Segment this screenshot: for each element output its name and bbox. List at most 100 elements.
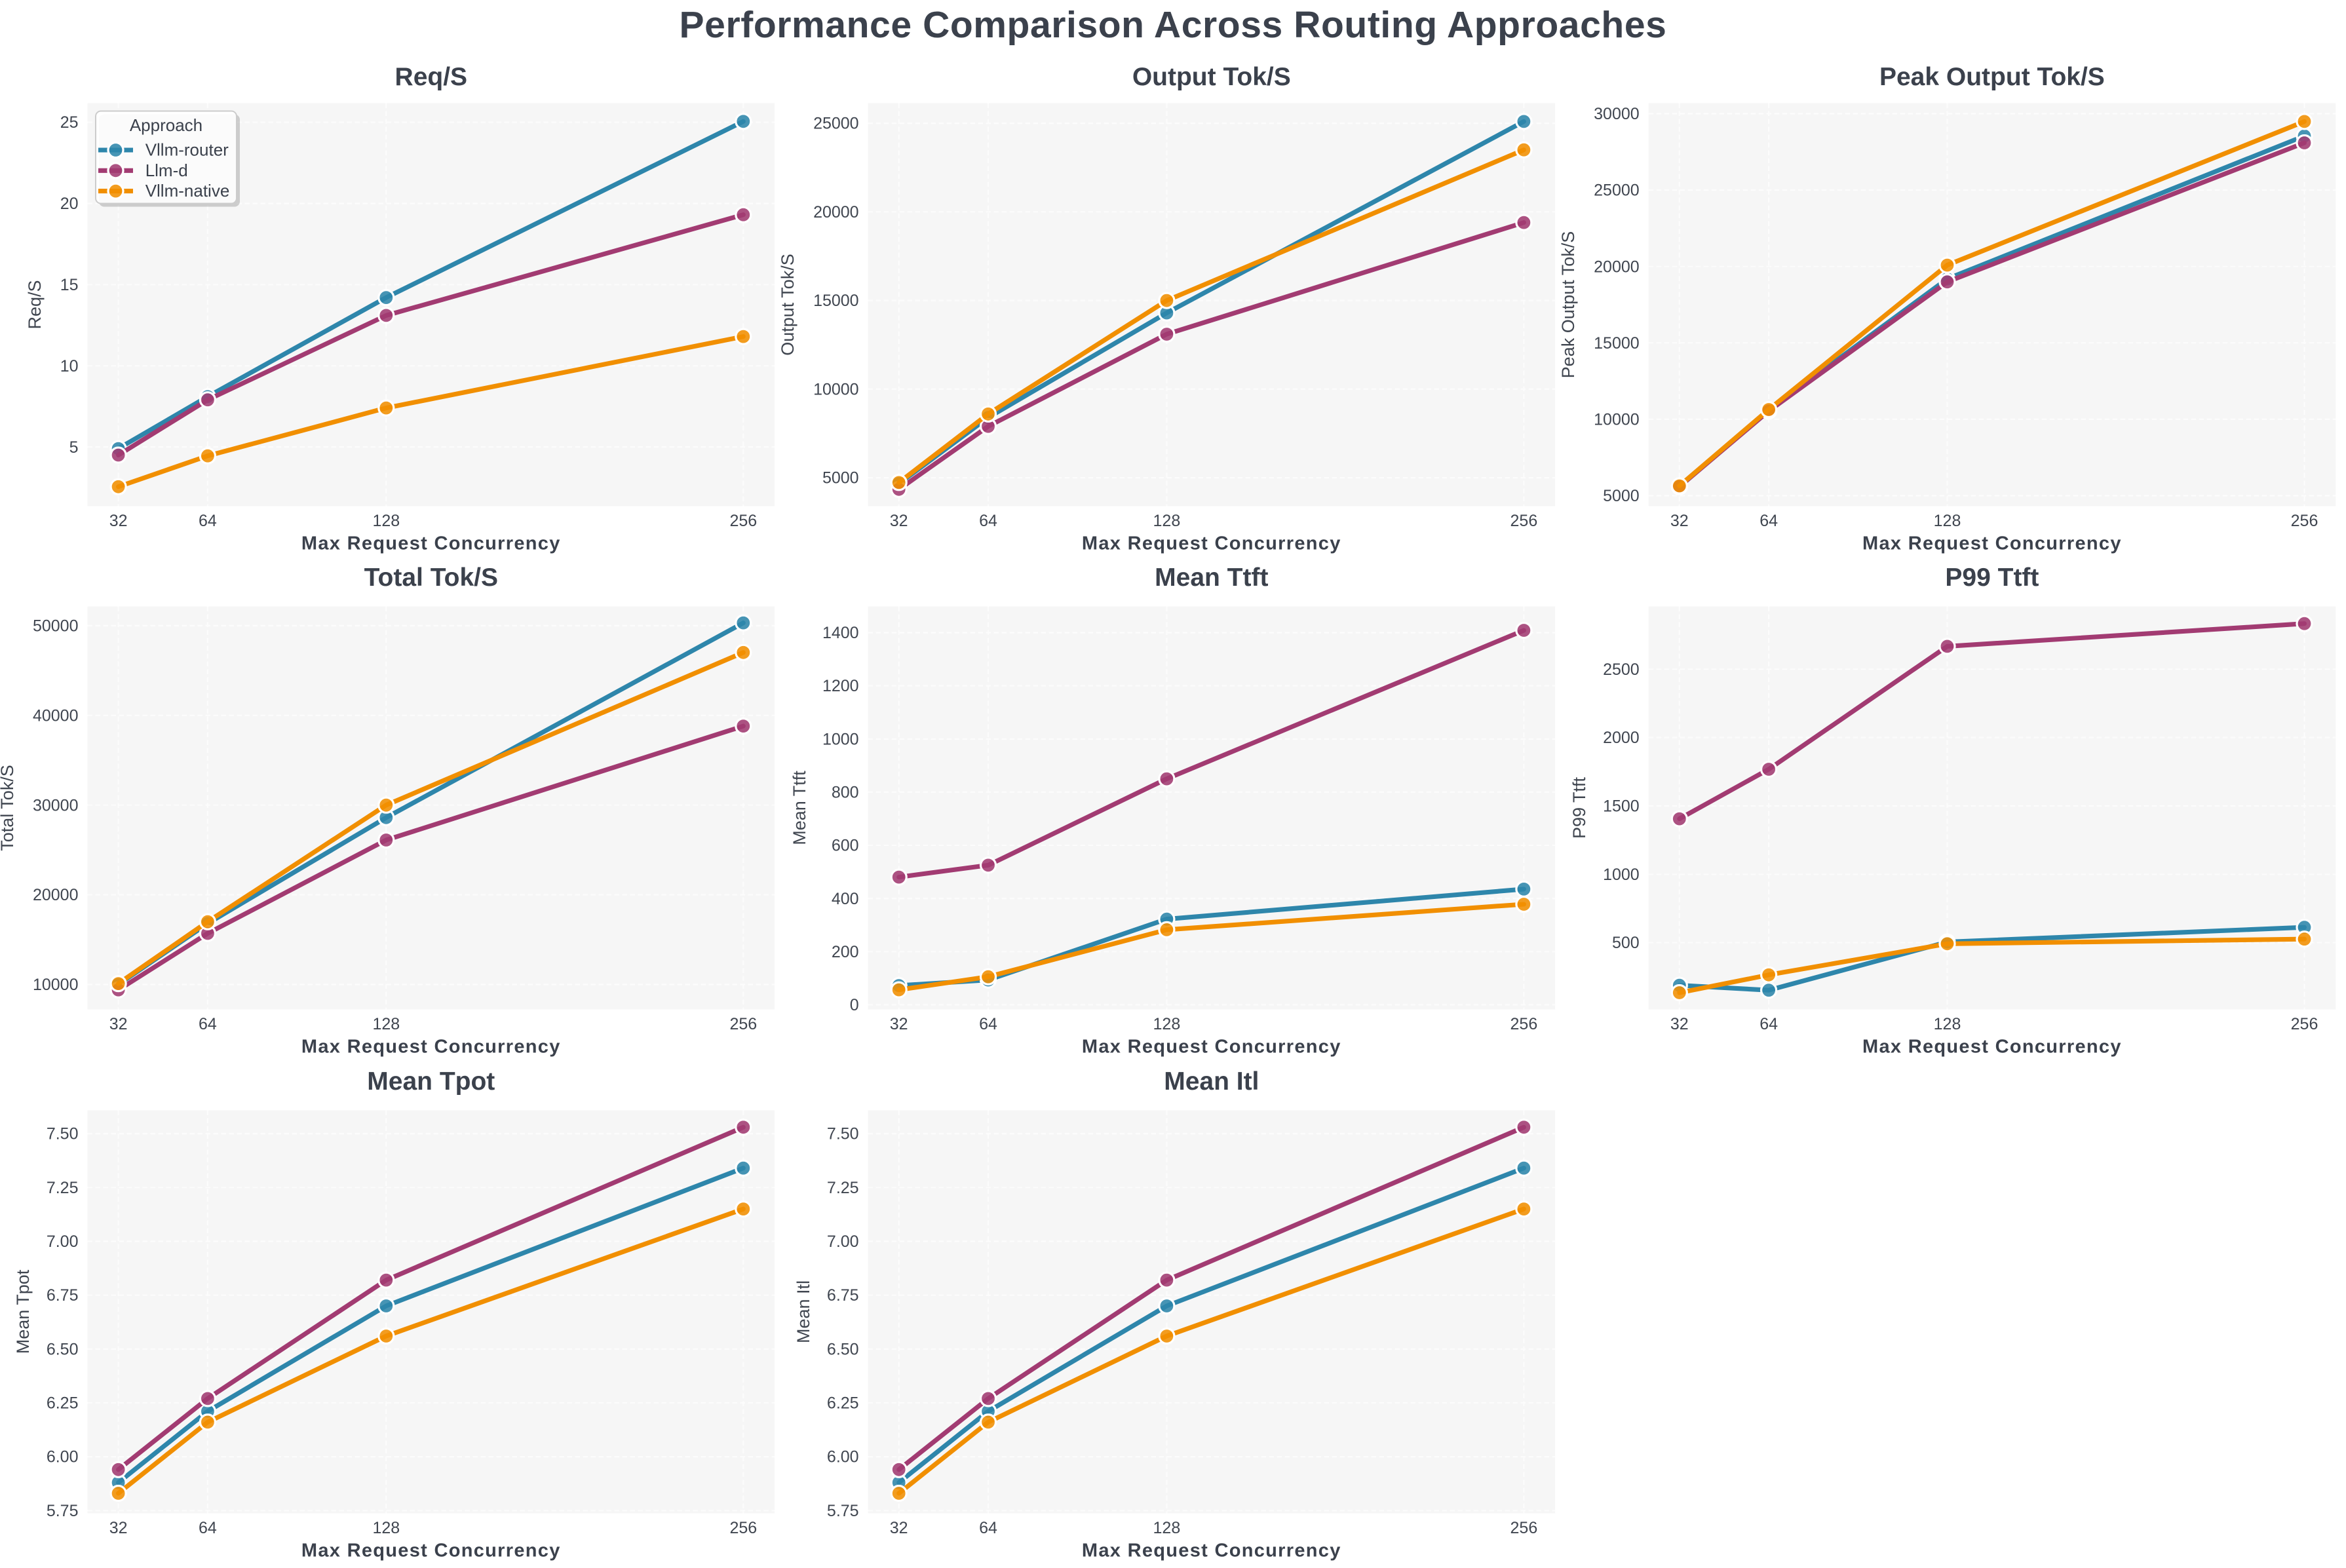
svg-text:64: 64 — [979, 512, 997, 530]
svg-text:1500: 1500 — [1603, 797, 1640, 816]
svg-text:5: 5 — [69, 438, 79, 457]
svg-text:50000: 50000 — [33, 617, 79, 636]
svg-text:Total Tok/S: Total Tok/S — [0, 765, 17, 851]
svg-text:P99 Ttft: P99 Ttft — [1569, 776, 1589, 839]
svg-text:32: 32 — [109, 1015, 128, 1033]
svg-text:30000: 30000 — [33, 796, 79, 814]
svg-text:1200: 1200 — [822, 677, 859, 695]
svg-text:400: 400 — [832, 890, 859, 908]
svg-text:256: 256 — [2291, 1015, 2318, 1033]
svg-text:128: 128 — [1934, 512, 1961, 530]
svg-text:6.00: 6.00 — [47, 1448, 79, 1466]
svg-text:128: 128 — [372, 512, 400, 530]
svg-text:Peak Output Tok/S: Peak Output Tok/S — [1558, 231, 1578, 379]
svg-text:6.75: 6.75 — [47, 1286, 79, 1305]
svg-text:15000: 15000 — [813, 292, 859, 310]
svg-text:Mean Tpot: Mean Tpot — [13, 1269, 33, 1354]
svg-text:7.00: 7.00 — [827, 1233, 859, 1251]
svg-text:128: 128 — [372, 1519, 400, 1537]
svg-text:32: 32 — [890, 1519, 908, 1537]
svg-text:32: 32 — [890, 1015, 908, 1033]
svg-text:25: 25 — [60, 113, 79, 132]
svg-text:200: 200 — [832, 943, 859, 961]
svg-text:20000: 20000 — [813, 203, 859, 221]
svg-text:2500: 2500 — [1603, 660, 1640, 679]
svg-text:20000: 20000 — [33, 886, 79, 904]
svg-text:7.00: 7.00 — [47, 1233, 79, 1251]
svg-text:32: 32 — [109, 512, 128, 530]
svg-text:15000: 15000 — [1594, 334, 1640, 353]
svg-text:5.75: 5.75 — [47, 1502, 79, 1520]
svg-text:Peak Output Tok/S: Peak Output Tok/S — [1879, 63, 2105, 91]
svg-text:7.25: 7.25 — [827, 1179, 859, 1197]
svg-text:256: 256 — [729, 1519, 757, 1537]
svg-text:Output Tok/S: Output Tok/S — [778, 254, 798, 356]
svg-text:40000: 40000 — [33, 706, 79, 725]
svg-text:128: 128 — [1153, 1015, 1181, 1033]
svg-text:256: 256 — [729, 1015, 757, 1033]
svg-text:Performance Comparison Across: Performance Comparison Across Routing Ap… — [680, 4, 1667, 46]
svg-text:30000: 30000 — [1594, 105, 1640, 123]
svg-text:Mean Tpot: Mean Tpot — [367, 1067, 495, 1096]
svg-text:64: 64 — [199, 1015, 217, 1033]
svg-text:6.75: 6.75 — [827, 1286, 859, 1305]
svg-text:Mean Ttft: Mean Ttft — [1155, 564, 1268, 592]
svg-text:Llm-d: Llm-d — [145, 161, 188, 180]
svg-text:500: 500 — [1612, 934, 1640, 952]
svg-text:256: 256 — [1510, 512, 1538, 530]
svg-text:25000: 25000 — [813, 115, 859, 133]
svg-text:256: 256 — [2291, 512, 2318, 530]
svg-text:Output Tok/S: Output Tok/S — [1132, 63, 1291, 91]
svg-text:Max Request Concurrency: Max Request Concurrency — [1082, 533, 1341, 554]
svg-text:64: 64 — [1760, 512, 1778, 530]
svg-text:64: 64 — [979, 1015, 997, 1033]
svg-text:32: 32 — [1670, 512, 1689, 530]
svg-text:Max Request Concurrency: Max Request Concurrency — [301, 533, 561, 554]
svg-text:64: 64 — [199, 512, 217, 530]
svg-text:Req/S: Req/S — [395, 63, 468, 91]
svg-text:Max Request Concurrency: Max Request Concurrency — [1082, 1540, 1341, 1561]
svg-text:5000: 5000 — [1603, 487, 1640, 505]
svg-text:Approach: Approach — [130, 115, 202, 135]
svg-text:7.50: 7.50 — [827, 1125, 859, 1143]
svg-text:10: 10 — [60, 357, 79, 375]
svg-text:Vllm-native: Vllm-native — [145, 181, 230, 201]
svg-text:10000: 10000 — [1594, 411, 1640, 429]
svg-text:0: 0 — [850, 996, 859, 1014]
svg-text:32: 32 — [890, 512, 908, 530]
svg-text:128: 128 — [1153, 512, 1181, 530]
svg-text:10000: 10000 — [813, 380, 859, 398]
svg-text:6.00: 6.00 — [827, 1448, 859, 1466]
svg-text:6.50: 6.50 — [47, 1340, 79, 1358]
svg-text:64: 64 — [979, 1519, 997, 1537]
svg-text:600: 600 — [832, 837, 859, 855]
svg-text:2000: 2000 — [1603, 729, 1640, 747]
svg-text:P99 Ttft: P99 Ttft — [1945, 564, 2039, 592]
svg-text:1000: 1000 — [1603, 866, 1640, 884]
svg-text:20: 20 — [60, 195, 79, 213]
svg-text:128: 128 — [1153, 1519, 1181, 1537]
svg-text:Max Request Concurrency: Max Request Concurrency — [301, 1037, 561, 1058]
svg-text:Req/S: Req/S — [25, 280, 45, 329]
svg-text:32: 32 — [1670, 1015, 1689, 1033]
svg-text:Mean Itl: Mean Itl — [1164, 1067, 1259, 1096]
svg-text:Max Request Concurrency: Max Request Concurrency — [1082, 1037, 1341, 1058]
svg-text:15: 15 — [60, 276, 79, 294]
svg-text:Max Request Concurrency: Max Request Concurrency — [1862, 1037, 2122, 1058]
svg-text:Mean Itl: Mean Itl — [794, 1280, 813, 1343]
svg-text:256: 256 — [1510, 1015, 1538, 1033]
svg-text:64: 64 — [1760, 1015, 1778, 1033]
svg-text:7.25: 7.25 — [47, 1179, 79, 1197]
svg-text:64: 64 — [199, 1519, 217, 1537]
svg-text:Max Request Concurrency: Max Request Concurrency — [1862, 533, 2122, 554]
svg-text:10000: 10000 — [33, 976, 79, 994]
svg-text:128: 128 — [1934, 1015, 1961, 1033]
svg-text:5.75: 5.75 — [827, 1502, 859, 1520]
svg-text:Max Request Concurrency: Max Request Concurrency — [301, 1540, 561, 1561]
svg-text:128: 128 — [372, 1015, 400, 1033]
svg-text:Total Tok/S: Total Tok/S — [364, 564, 498, 592]
svg-text:6.25: 6.25 — [827, 1394, 859, 1413]
svg-text:20000: 20000 — [1594, 258, 1640, 276]
svg-text:Vllm-router: Vllm-router — [145, 140, 229, 160]
svg-text:256: 256 — [1510, 1519, 1538, 1537]
